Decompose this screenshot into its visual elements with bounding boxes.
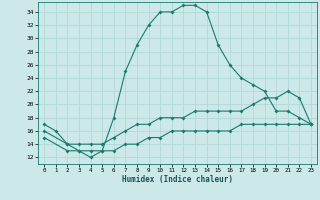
X-axis label: Humidex (Indice chaleur): Humidex (Indice chaleur)	[122, 175, 233, 184]
